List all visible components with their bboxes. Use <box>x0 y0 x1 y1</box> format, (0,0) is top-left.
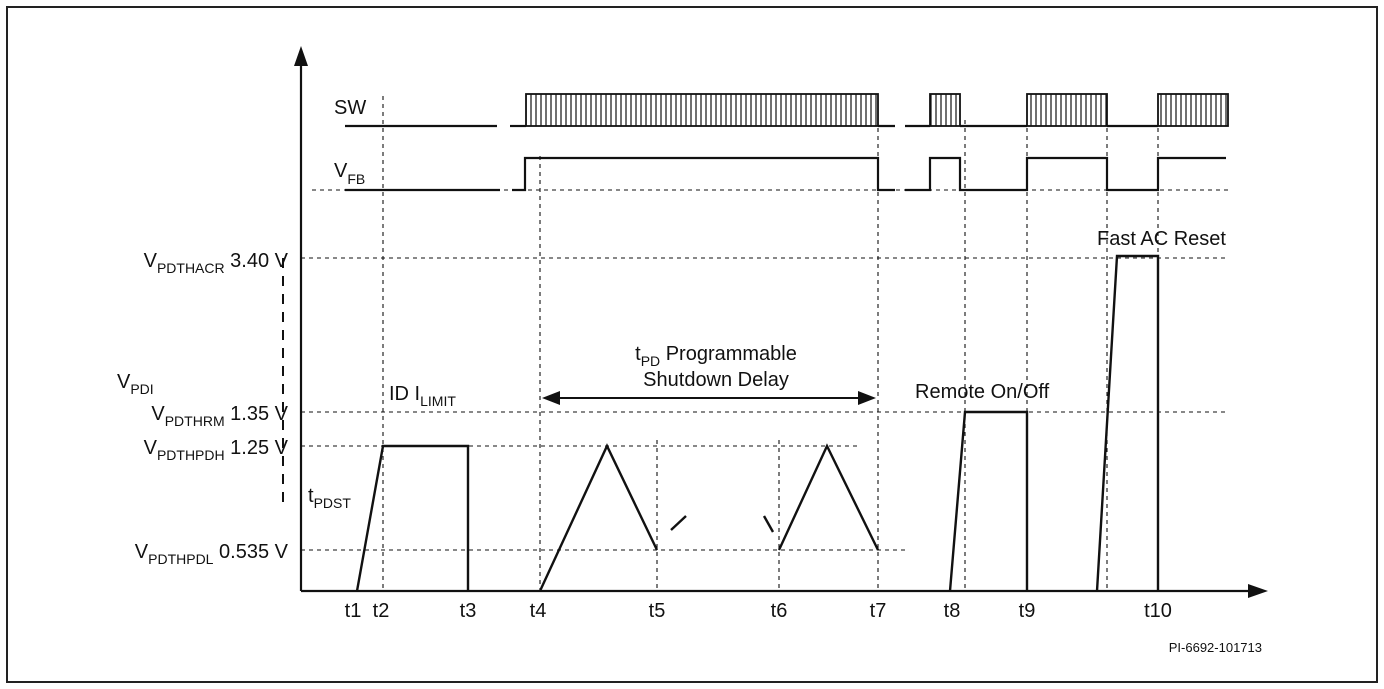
sw-burst-2 <box>929 93 961 127</box>
axes <box>294 46 1268 598</box>
pd-ramp-2 <box>777 443 880 551</box>
pd-ramp-2-dash <box>762 515 775 533</box>
vfb-label: VFB <box>334 160 365 187</box>
tpd-arrow-left-head <box>542 391 560 405</box>
sw-burst-4 <box>1157 93 1229 127</box>
figure-id: PI-6692-101713 <box>1169 640 1262 655</box>
time-marker-labels: t1 t2 t3 t4 t5 t6 t7 t8 t9 t10 <box>345 600 1172 622</box>
t8-label: t8 <box>944 600 961 622</box>
sw-waveform <box>345 93 1229 128</box>
ilimit-label: ID ILIMIT <box>389 383 456 409</box>
tpd-label-line1: tPD Programmable <box>635 343 797 369</box>
remote-label: Remote On/Off <box>915 381 1050 403</box>
t2-label: t2 <box>373 600 390 622</box>
pd-ramp-1-dash <box>670 515 687 531</box>
t10-label: t10 <box>1144 600 1172 622</box>
fast-ac-label: Fast AC Reset <box>1097 228 1226 250</box>
pd-voltage-waveform <box>355 254 1160 592</box>
tpd-label-line2: Shutdown Delay <box>643 369 789 391</box>
sw-burst-1 <box>525 93 879 127</box>
t7-label: t7 <box>870 600 887 622</box>
level-label-pdi: VPDI <box>117 371 154 397</box>
sw-label: SW <box>334 97 366 119</box>
x-axis-arrowhead <box>1248 584 1268 598</box>
level-label-pdh: VPDTHPDH 1.25 V <box>144 437 289 463</box>
tpd-arrow-right-head <box>858 391 876 405</box>
pd-pulse-fast-ac <box>1095 254 1160 592</box>
pd-ramp-1 <box>538 443 659 592</box>
vfb-waveform <box>345 156 1226 192</box>
t5-label: t5 <box>649 600 666 622</box>
y-axis-arrowhead <box>294 46 308 66</box>
t4-label: t4 <box>530 600 547 622</box>
t1-label: t1 <box>345 600 362 622</box>
pd-pulse-ilimit <box>355 444 470 592</box>
sw-burst-3 <box>1026 93 1108 127</box>
level-label-pdl: VPDTHPDL 0.535 V <box>135 541 289 567</box>
t6-label: t6 <box>771 600 788 622</box>
level-label-rm: VPDTHRM 1.35 V <box>151 403 288 429</box>
vfb-seg-3 <box>905 156 1226 192</box>
t9-label: t9 <box>1019 600 1036 622</box>
tpd-arrow <box>542 391 876 405</box>
pd-pulse-remote <box>948 410 1029 592</box>
vfb-seg-2 <box>512 156 895 192</box>
t3-label: t3 <box>460 600 477 622</box>
tpdst-label: tPDST <box>308 485 351 511</box>
level-label-acr: VPDTHACR 3.40 V <box>144 250 289 276</box>
